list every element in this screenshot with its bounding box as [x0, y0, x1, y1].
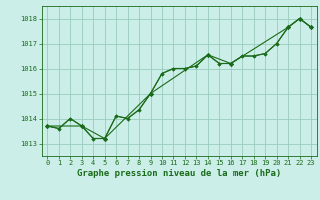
X-axis label: Graphe pression niveau de la mer (hPa): Graphe pression niveau de la mer (hPa) — [77, 169, 281, 178]
